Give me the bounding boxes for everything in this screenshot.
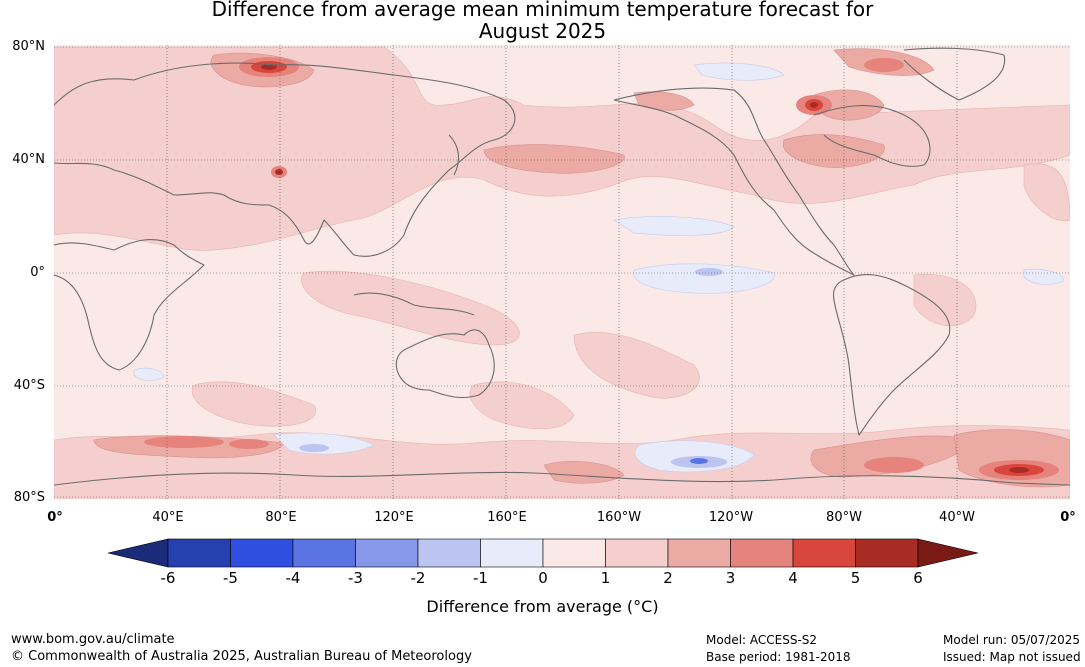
base-period-text: Base period: 1981-2018: [706, 650, 851, 664]
copyright-text: © Commonwealth of Australia 2025, Austra…: [11, 649, 472, 664]
issued-text: Issued: Map not issued: [943, 650, 1081, 664]
colorbar-tick-label: -6: [160, 569, 176, 587]
lat-label-40n: 40°N: [12, 152, 45, 167]
lon-label-160w: 160°W: [596, 510, 642, 525]
colorbar: [108, 538, 978, 568]
colorbar-segment: [605, 538, 669, 568]
lat-label-80s: 80°S: [13, 490, 45, 505]
lat-label-40s: 40°S: [13, 378, 45, 393]
model-text: Model: ACCESS-S2: [706, 633, 818, 647]
colorbar-tick-label: -3: [348, 569, 363, 587]
forecast-map: [54, 45, 1070, 499]
lon-label-120w: 120°W: [708, 510, 754, 525]
colorbar-segment: [855, 538, 919, 568]
lon-label-160e: 160°E: [487, 510, 527, 525]
colorbar-under-arrow: [108, 538, 169, 568]
lon-label-80e: 80°E: [265, 510, 297, 525]
lon-label-0-right: 0°: [1060, 510, 1076, 525]
map-title-line-2: August 2025: [478, 19, 607, 43]
map-title-line-1: Difference from average mean minimum tem…: [211, 0, 874, 21]
colorbar-tick-label: 4: [788, 569, 798, 587]
lon-label-0-left: 0°: [47, 510, 63, 525]
colorbar-segment: [667, 538, 731, 568]
website-text: www.bom.gov.au/climate: [11, 632, 175, 647]
colorbar-segment: [355, 538, 419, 568]
lon-label-80w: 80°W: [826, 510, 862, 525]
colorbar-segment: [230, 538, 294, 568]
colorbar-segment: [167, 538, 231, 568]
colorbar-tick-label: 1: [600, 569, 611, 587]
colorbar-segment: [292, 538, 356, 568]
anomaly-minus-3-region: [690, 458, 708, 464]
colorbar-tick-label: 5: [850, 569, 861, 587]
colorbar-segment: [480, 538, 544, 568]
colorbar-segment: [542, 538, 606, 568]
colorbar-tick-label: 0: [538, 569, 548, 587]
colorbar-tick-label: -4: [285, 569, 301, 587]
lat-label-80n: 80°N: [12, 39, 45, 54]
colorbar-label: Difference from average (°C): [426, 597, 659, 616]
colorbar-tick-label: -5: [223, 569, 238, 587]
colorbar-tick-label: -2: [410, 569, 426, 587]
lon-label-120e: 120°E: [374, 510, 414, 525]
graticule: [54, 45, 1070, 499]
lon-label-40e: 40°E: [152, 510, 184, 525]
model-run-text: Model run: 05/07/2025: [943, 633, 1081, 647]
colorbar-over-arrow: [917, 538, 978, 568]
lon-label-40w: 40°W: [939, 510, 975, 525]
colorbar-tick-label: -1: [473, 569, 488, 587]
colorbar-segment: [792, 538, 856, 568]
colorbar-tick-label: 6: [913, 569, 923, 587]
colorbar-segment: [417, 538, 481, 568]
coastlines: [54, 47, 1070, 486]
lat-label-0: 0°: [30, 265, 45, 280]
colorbar-segment: [730, 538, 794, 568]
colorbar-tick-label: 3: [725, 569, 736, 587]
colorbar-tick-label: 2: [663, 569, 673, 587]
